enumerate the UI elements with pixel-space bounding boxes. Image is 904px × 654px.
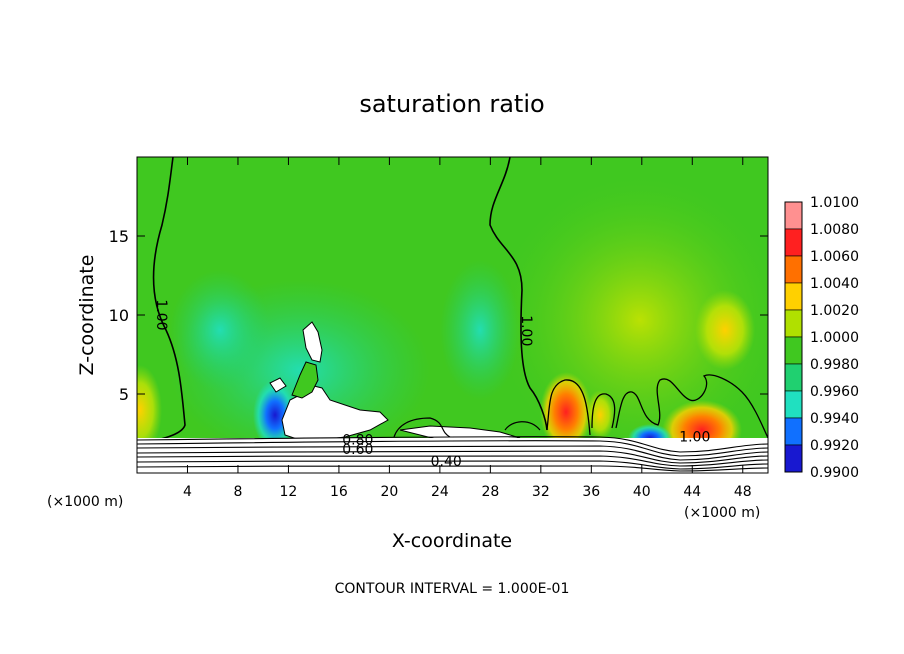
colorbar-label: 0.9940 xyxy=(810,411,859,427)
colorbar-label: 0.9980 xyxy=(810,357,859,373)
colorbar-swatch xyxy=(784,201,803,230)
x-axis: 4 8 12 16 20 24 28 32 36 40 44 48 xyxy=(183,157,752,500)
y-tick-label: 10 xyxy=(109,306,129,325)
colorbar-swatch xyxy=(784,309,803,338)
x-tick-label: 4 xyxy=(183,484,192,500)
dry-region-center xyxy=(440,260,520,400)
moist-region-upper-right xyxy=(695,290,755,370)
y-tick-label: 5 xyxy=(119,385,129,404)
contour-label: 1.00 xyxy=(679,429,710,445)
white-patch-tower xyxy=(302,321,323,363)
chart-title: saturation ratio xyxy=(359,90,544,118)
surface-contours xyxy=(137,436,768,472)
x-tick-label: 32 xyxy=(532,484,550,500)
contour-label: 1.00 xyxy=(518,315,534,346)
contour-small-1-00 xyxy=(393,417,541,438)
colorbar-swatch xyxy=(784,255,803,284)
x-tick-label: 24 xyxy=(431,484,449,500)
contour-label: 0.40 xyxy=(431,454,462,470)
contour-label: 0.60 xyxy=(342,442,373,458)
colorbar-swatch xyxy=(784,444,803,473)
colorbar-label: 0.9920 xyxy=(810,438,859,454)
colorbar-label: 1.0060 xyxy=(810,249,859,265)
x-tick-label: 12 xyxy=(280,484,298,500)
colorbar-label: 1.0100 xyxy=(810,195,859,211)
contour-mid-1-00 xyxy=(489,157,548,431)
contour-labels: 1.00 1.00 1.00 0.800.60 0.40 xyxy=(153,299,710,469)
x-tick-label: 40 xyxy=(633,484,651,500)
colorbar-swatch xyxy=(784,363,803,392)
colorbar-frame xyxy=(784,201,803,473)
colorbar-label: 1.0020 xyxy=(810,303,859,319)
contour-interval-note: CONTOUR INTERVAL = 1.000E-01 xyxy=(335,581,570,597)
colorbar-label: 0.9900 xyxy=(810,465,859,481)
colorbar-label: 1.0040 xyxy=(810,276,859,292)
y-axis: 5 10 15 xyxy=(109,227,768,404)
y-tick-label: 15 xyxy=(109,227,129,246)
white-patch-small xyxy=(269,377,287,393)
x-tick-label: 36 xyxy=(582,484,600,500)
colorbar-swatch xyxy=(784,417,803,446)
x-tick-label: 20 xyxy=(380,484,398,500)
colorbar: 1.0100 1.0080 1.0060 1.0040 1.0020 1.0000 0.99… xyxy=(784,195,859,481)
contour-label: 1.00 xyxy=(153,299,169,330)
x-tick-label: 48 xyxy=(734,484,752,500)
colorbar-swatch xyxy=(784,336,803,365)
x-tick-label: 16 xyxy=(330,484,348,500)
contour-left-1-00 xyxy=(137,157,186,445)
x-axis-label: X-coordinate xyxy=(392,530,512,552)
colorbar-label: 0.9960 xyxy=(810,384,859,400)
colorbar-label: 1.0000 xyxy=(810,330,859,346)
x-unit-right: (×1000 m) xyxy=(684,505,760,521)
y-axis-label: Z-coordinate xyxy=(76,255,98,376)
plot-area: 1.00 1.00 1.00 0.800.60 0.40 xyxy=(137,157,768,473)
contour-right-cells xyxy=(546,374,768,439)
x-tick-label: 44 xyxy=(683,484,701,500)
moist-region-left-edge xyxy=(137,365,162,455)
colorbar-label: 1.0080 xyxy=(810,222,859,238)
x-tick-label: 8 xyxy=(233,484,242,500)
colorbar-swatch xyxy=(784,282,803,311)
dry-region-left xyxy=(170,270,270,390)
x-unit-left: (×1000 m) xyxy=(47,494,123,510)
colorbar-swatch xyxy=(784,228,803,257)
green-cloud-center xyxy=(291,361,319,399)
colorbar-swatch xyxy=(784,390,803,419)
contour-label: 0.80 xyxy=(342,433,373,449)
x-tick-label: 28 xyxy=(481,484,499,500)
